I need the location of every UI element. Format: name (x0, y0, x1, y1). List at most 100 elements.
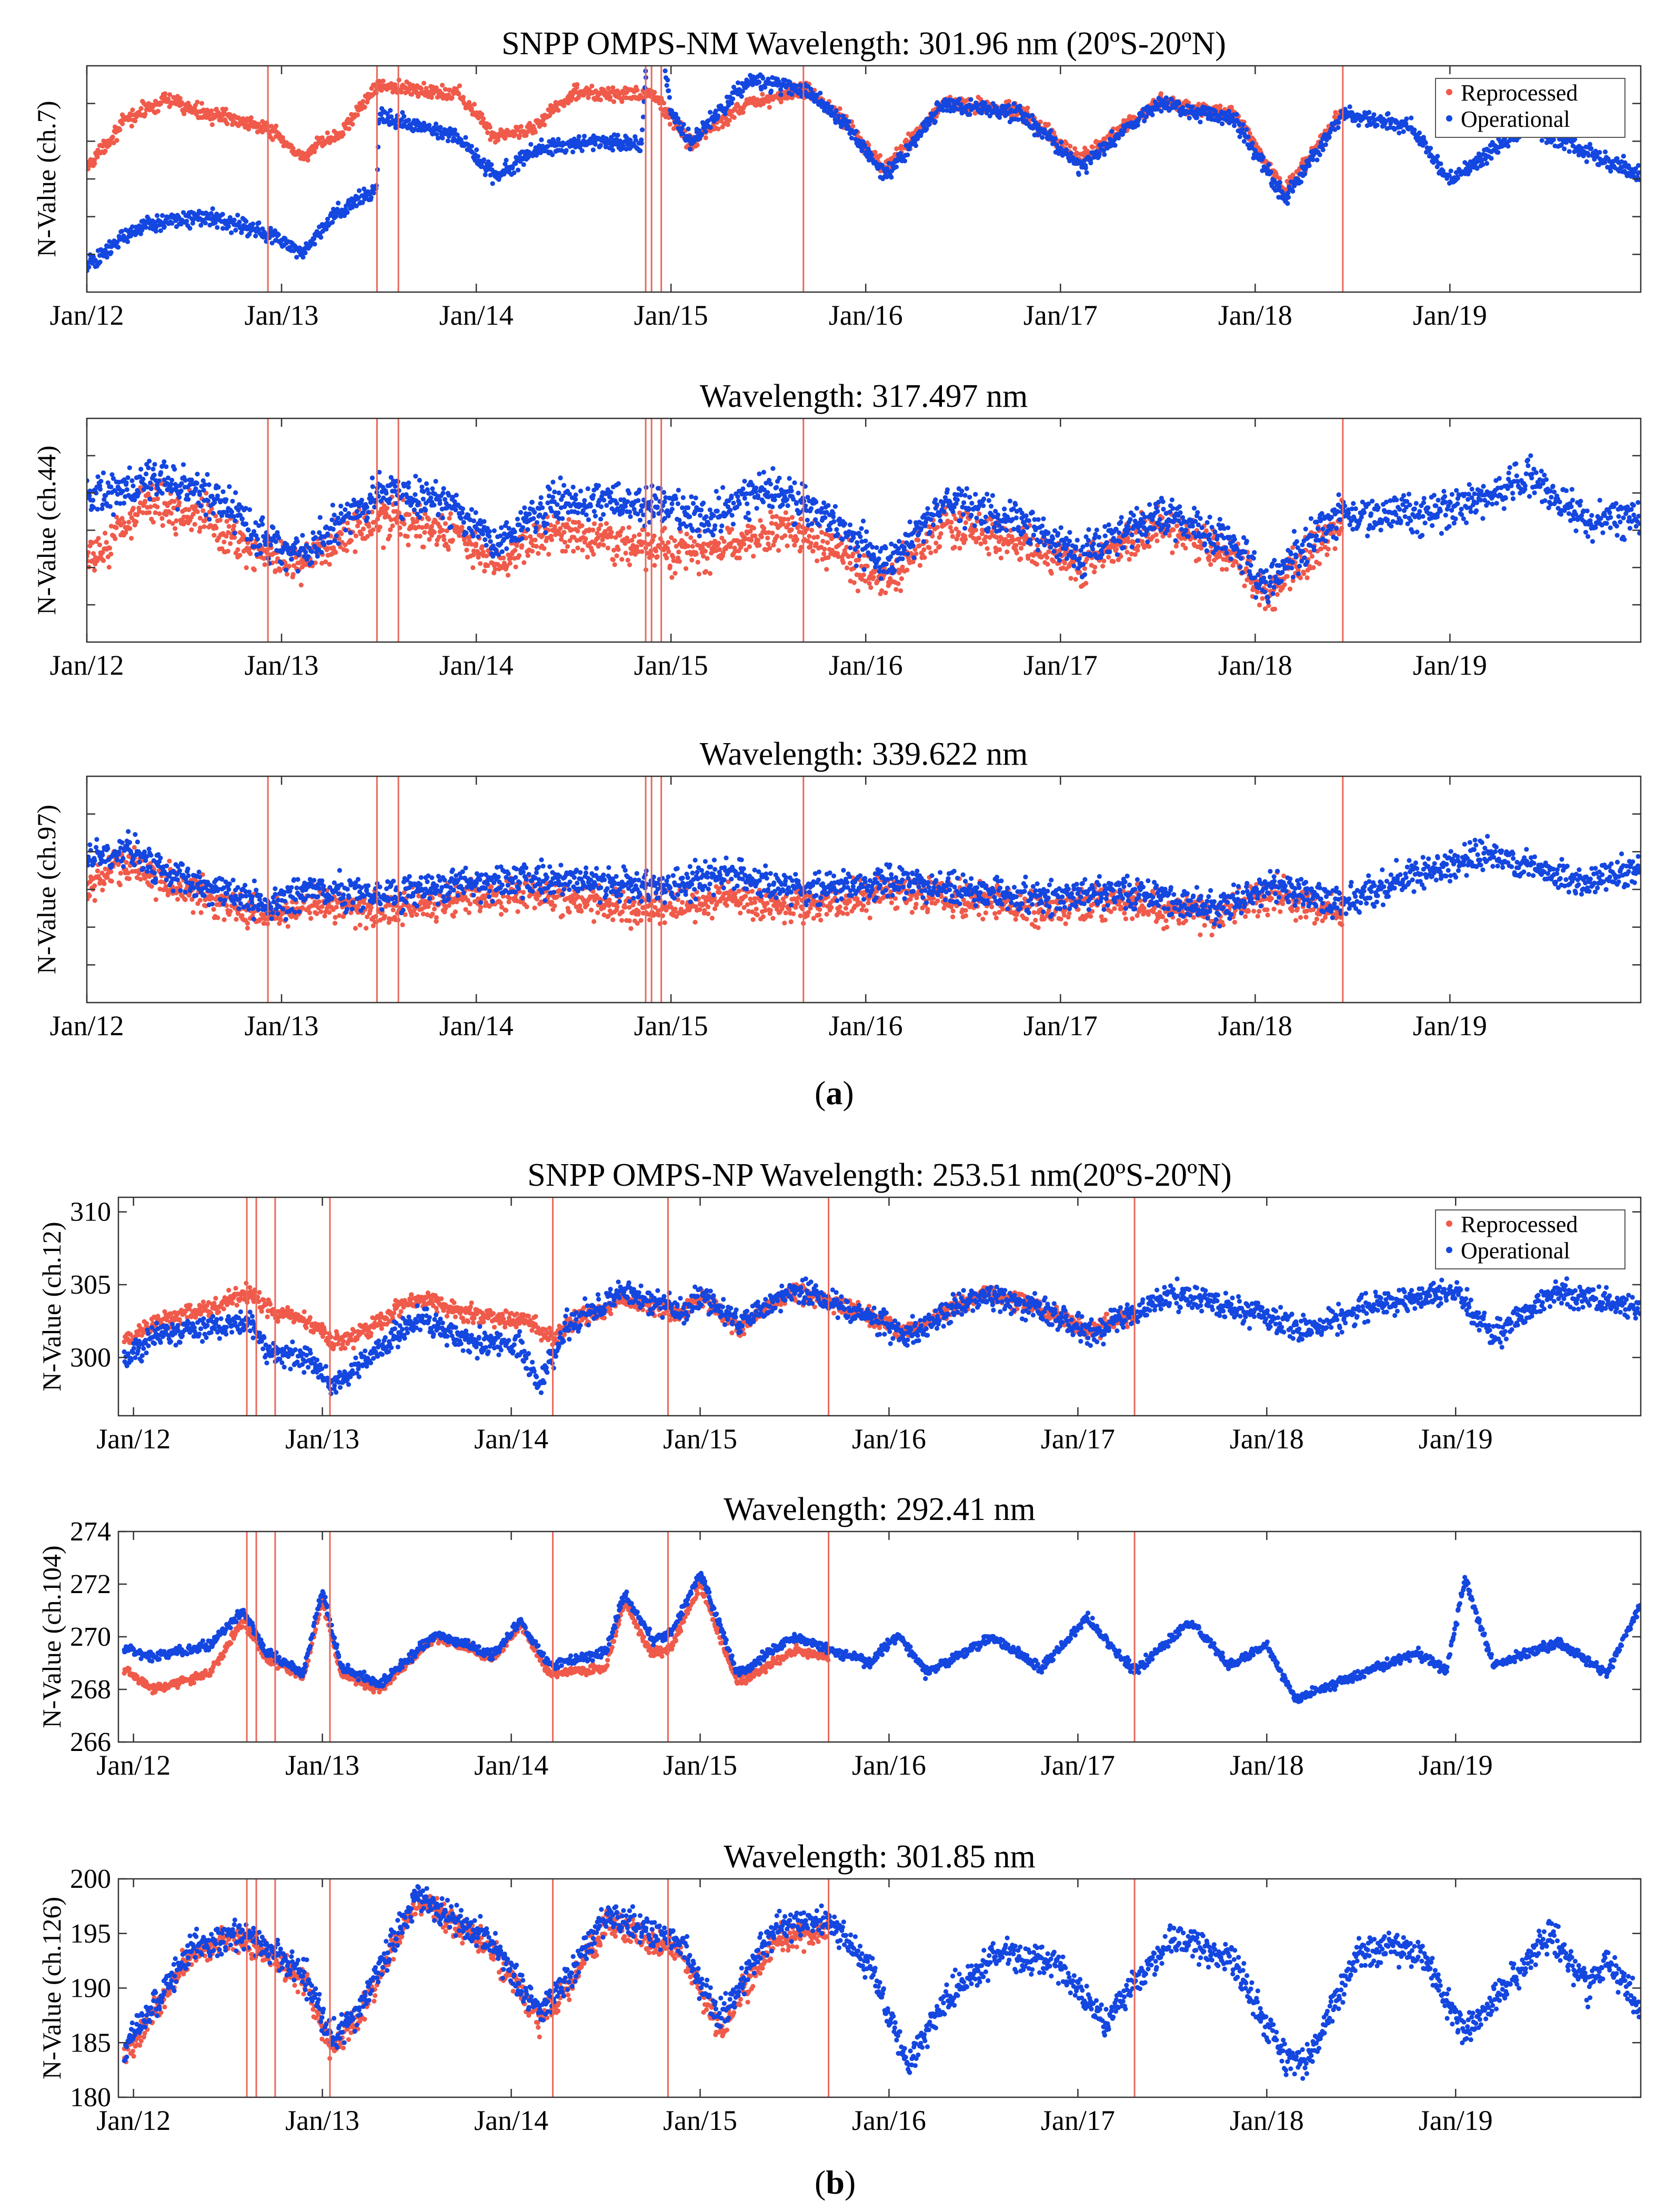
data-point (92, 567, 97, 573)
data-point (725, 122, 730, 127)
data-point (622, 139, 627, 144)
data-point (571, 548, 576, 554)
data-point (110, 134, 115, 139)
data-point (697, 128, 702, 133)
data-point (1196, 102, 1201, 107)
data-point (256, 220, 262, 225)
data-point (399, 89, 404, 95)
data-point (1135, 123, 1140, 128)
data-point (207, 509, 212, 515)
data-point (511, 170, 517, 175)
data-point (460, 95, 466, 100)
data-point (452, 127, 457, 133)
data-point (1070, 155, 1076, 161)
data-point (968, 97, 973, 102)
data-point (564, 148, 569, 153)
data-point (1434, 164, 1440, 169)
data-point (491, 570, 497, 576)
data-point (879, 163, 885, 168)
data-point (1374, 123, 1380, 128)
data-point (1412, 127, 1417, 133)
data-point (663, 68, 668, 74)
data-point (1551, 137, 1556, 143)
data-point (87, 264, 92, 270)
data-point (721, 539, 727, 544)
data-point (1455, 176, 1460, 181)
data-point (745, 523, 751, 529)
data-point (158, 228, 163, 233)
data-point (487, 125, 493, 130)
data-point (1290, 172, 1296, 177)
data-point (662, 526, 667, 531)
data-point (740, 88, 745, 94)
data-point (253, 233, 258, 238)
data-point (665, 77, 670, 83)
data-point (786, 522, 791, 527)
data-point (808, 544, 813, 549)
data-point (616, 547, 621, 552)
data-point (1572, 137, 1578, 142)
data-point (138, 106, 144, 111)
data-point (914, 551, 919, 556)
data-point (174, 518, 179, 524)
data-point (248, 551, 253, 556)
data-point (938, 531, 944, 536)
data-point (476, 555, 481, 560)
data-point (1622, 160, 1628, 165)
data-point (456, 92, 461, 97)
data-point (200, 508, 206, 514)
data-point (822, 546, 827, 552)
data-point (690, 544, 695, 549)
data-point (562, 539, 568, 545)
data-point (224, 519, 229, 524)
data-point (159, 213, 165, 218)
data-point (1239, 127, 1245, 132)
data-point (345, 210, 350, 215)
legend-marker (1446, 115, 1452, 122)
data-point (319, 560, 325, 566)
data-point (760, 92, 765, 97)
data-point (661, 101, 667, 106)
data-point (680, 131, 686, 136)
data-point (759, 534, 764, 539)
data-point (922, 555, 927, 560)
data-point (836, 113, 841, 118)
data-point (1016, 117, 1021, 122)
data-point (603, 144, 608, 149)
data-point (286, 564, 292, 569)
data-point (273, 568, 278, 573)
data-point (1323, 142, 1328, 147)
data-point (235, 213, 240, 218)
data-point (534, 544, 539, 549)
data-point (587, 527, 592, 532)
data-point (858, 145, 864, 150)
data-point (129, 124, 134, 129)
data-point (1327, 135, 1332, 140)
data-point (639, 141, 644, 146)
data-point (443, 521, 448, 526)
data-point (957, 96, 962, 102)
data-point (140, 510, 146, 515)
data-point (469, 106, 474, 111)
data-point (972, 111, 978, 116)
data-point (398, 532, 403, 537)
data-point (459, 525, 465, 530)
data-point (563, 548, 568, 554)
data-point (877, 153, 883, 158)
data-point (1310, 157, 1316, 162)
data-point (894, 164, 899, 169)
data-point (153, 228, 158, 234)
data-point (1036, 122, 1041, 127)
data-point (566, 517, 571, 522)
data-point (590, 147, 596, 153)
data-point (1068, 144, 1073, 149)
data-point (1336, 120, 1341, 125)
data-point (869, 152, 874, 157)
data-point (729, 527, 735, 532)
data-point (155, 108, 160, 114)
data-point (689, 557, 695, 563)
data-point (356, 195, 361, 201)
data-point (684, 532, 689, 537)
data-point (740, 109, 746, 115)
data-point (155, 213, 160, 218)
